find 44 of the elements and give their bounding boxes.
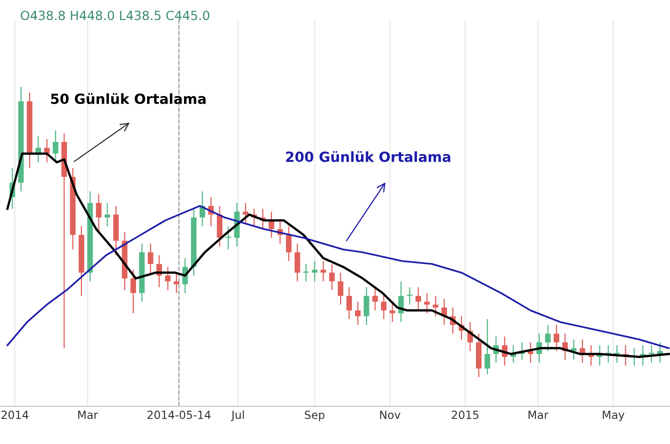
candlestick — [545, 324, 551, 352]
candlestick — [484, 318, 490, 375]
candlestick — [528, 342, 534, 364]
candlestick — [294, 243, 300, 282]
candlestick — [554, 324, 560, 352]
x-tick-label: Mar — [78, 410, 98, 420]
x-tick-label: Jul — [230, 410, 244, 422]
candlestick — [104, 202, 110, 227]
candlestick — [148, 243, 154, 276]
candlestick — [390, 301, 396, 323]
candlestick — [329, 263, 335, 291]
x-tick-label: Nov — [380, 410, 400, 420]
x-tick-label: Sep — [304, 410, 325, 422]
candlestick — [303, 263, 309, 282]
candlestick — [225, 226, 232, 250]
text: 200 Günlük Ortalama — [286, 151, 450, 162]
candlestick — [648, 344, 654, 364]
candlestick — [286, 226, 292, 262]
candlestick — [570, 338, 577, 360]
candlestick — [432, 295, 438, 317]
candlestick — [130, 269, 136, 314]
candlestick — [52, 130, 58, 163]
candlestick — [416, 286, 422, 311]
candlestick — [657, 342, 663, 364]
candlestick — [242, 202, 248, 224]
candlestick — [398, 280, 404, 323]
text: O438.8 H448.0 L438.5 C445.0 — [20, 10, 210, 20]
candlestick — [216, 205, 222, 248]
x-tick-label: 2014 — [1, 410, 28, 420]
x-tick-label: Mar — [528, 410, 548, 420]
candlestick — [355, 301, 361, 326]
candlestick — [406, 286, 412, 306]
candlestick — [424, 292, 430, 314]
candlestick — [174, 272, 180, 294]
x-tick-label: 2014-05-14 — [147, 410, 211, 420]
candlestick — [346, 286, 352, 320]
candlestick — [364, 286, 370, 326]
x-tick-label: 2015 — [452, 410, 478, 420]
candlestick — [96, 194, 102, 233]
x-tick-label: May — [602, 410, 624, 422]
text: 50 Günlük Ortalama — [51, 93, 206, 104]
candlestick — [372, 286, 378, 311]
candlestick — [165, 266, 171, 291]
candlestick — [338, 272, 344, 306]
